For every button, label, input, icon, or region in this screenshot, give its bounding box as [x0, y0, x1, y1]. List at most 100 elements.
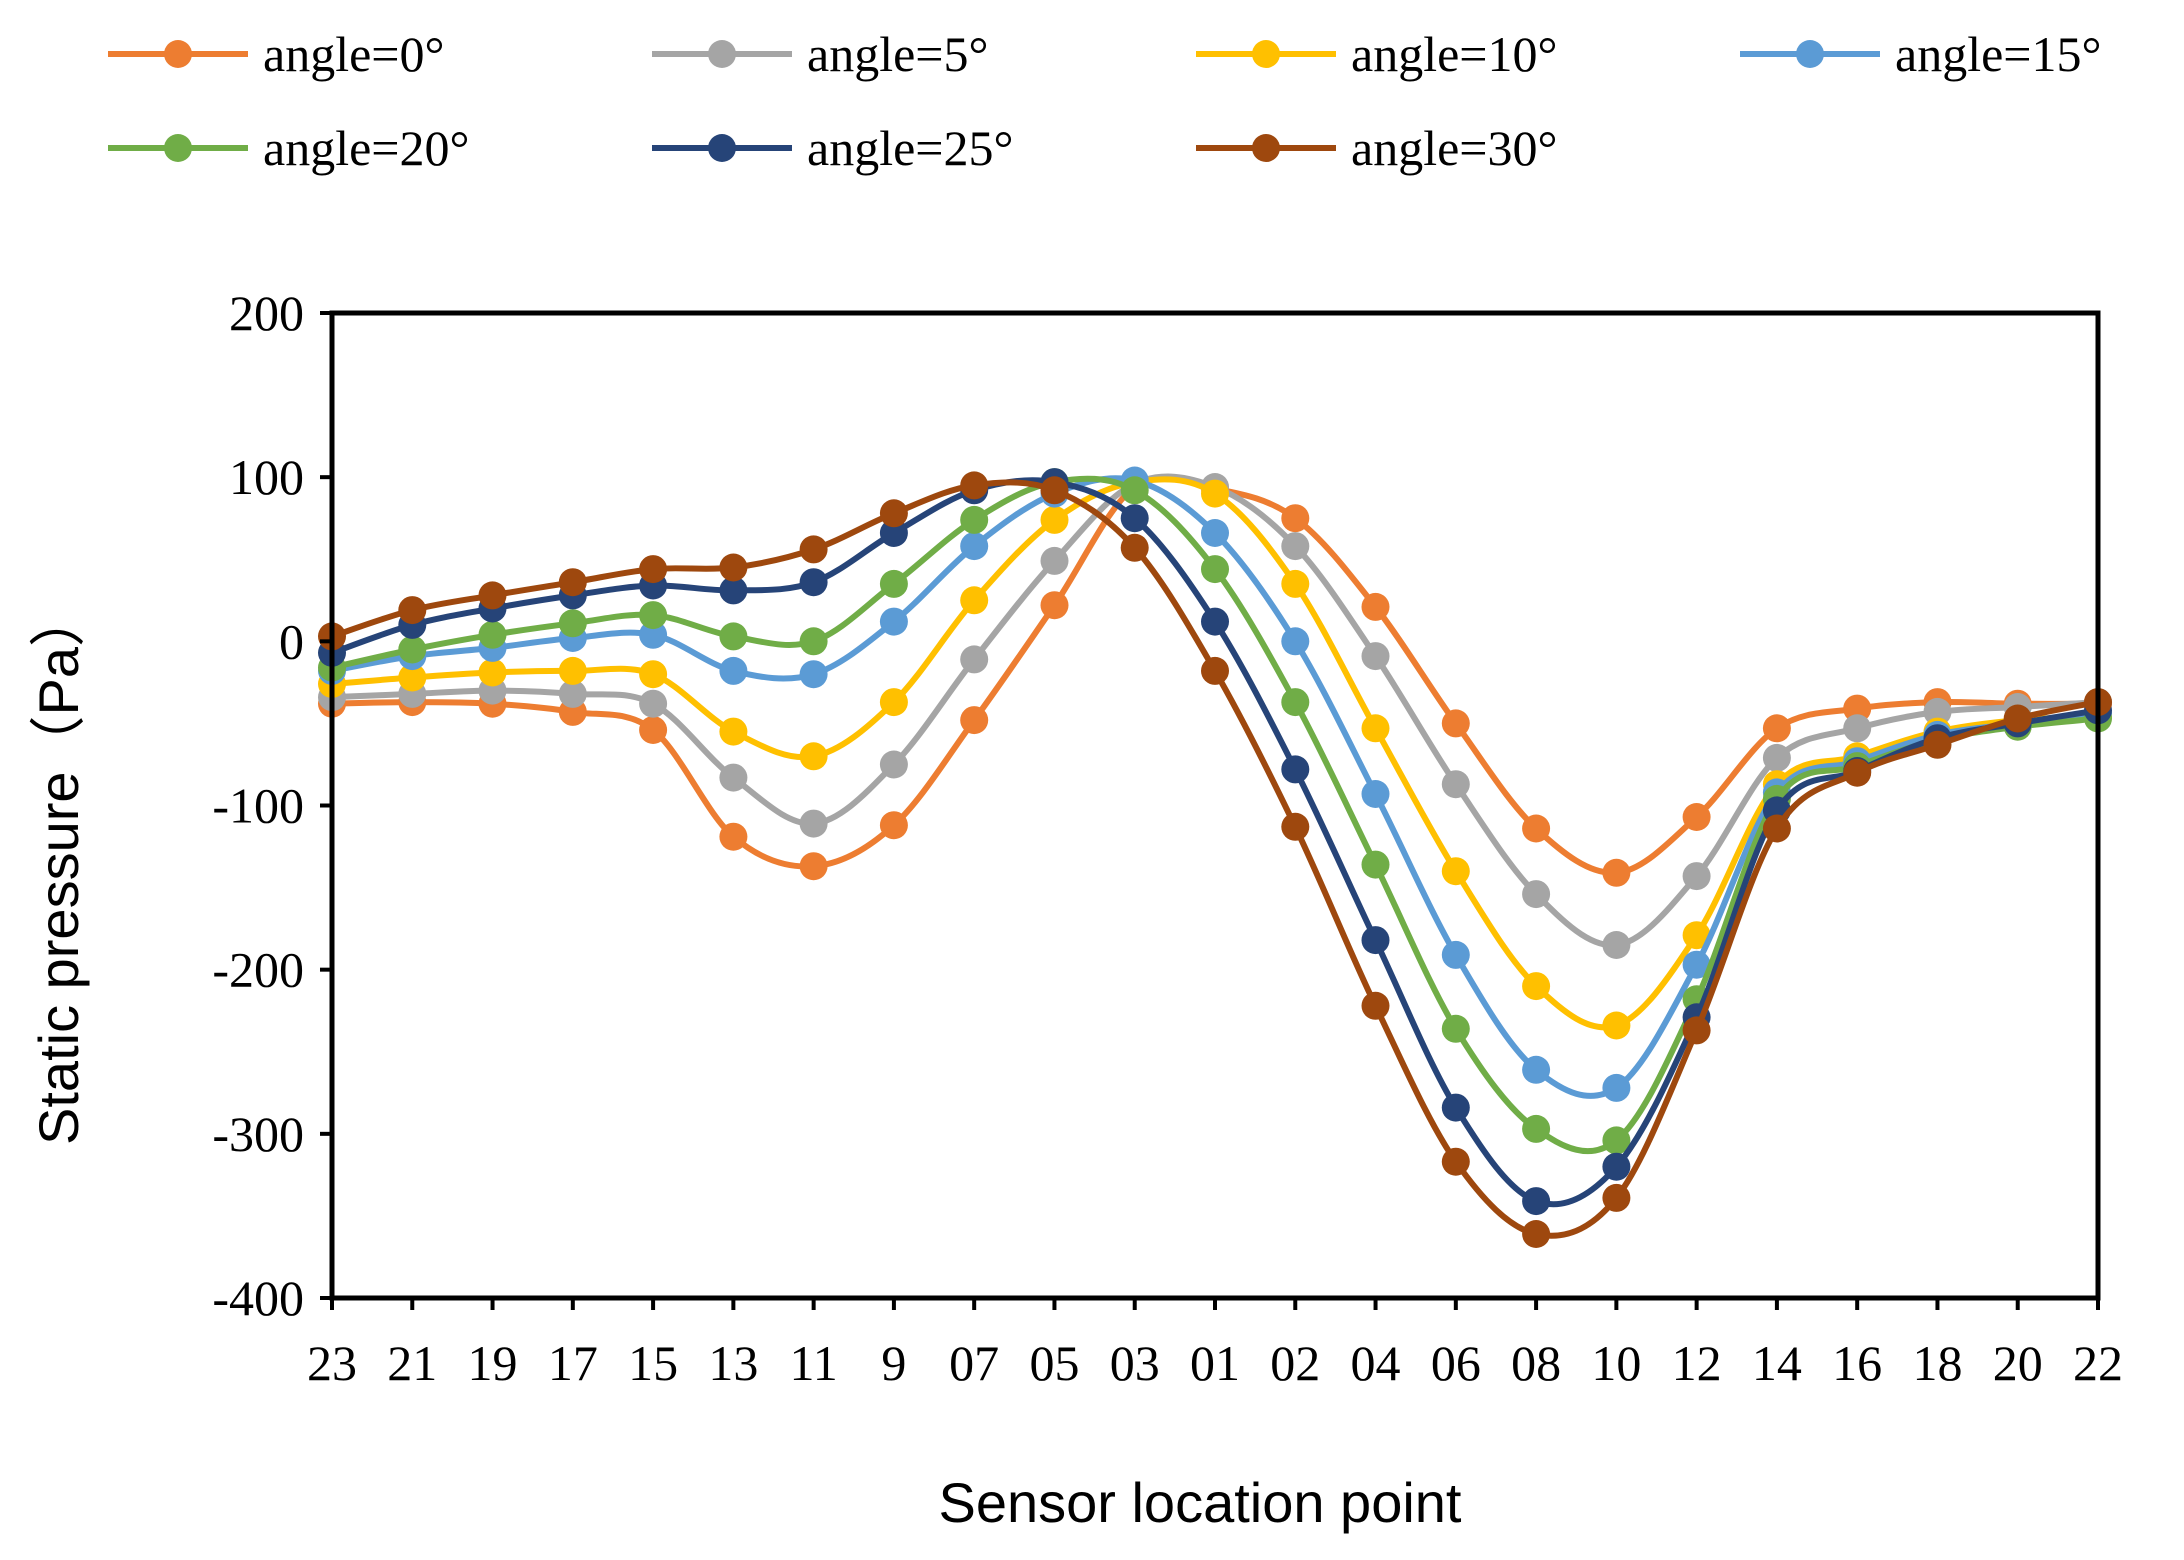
series-angle-4 — [318, 468, 2112, 1155]
data-point — [1522, 880, 1551, 909]
data-point — [558, 679, 587, 708]
legend-label: angle=5° — [807, 26, 988, 82]
data-point — [1361, 991, 1390, 1020]
legend-item: angle=10° — [1196, 26, 1557, 82]
x-tick-label: 18 — [1912, 1335, 1962, 1391]
x-tick-label: 03 — [1110, 1335, 1160, 1391]
data-point — [1120, 533, 1149, 562]
x-tick-label: 11 — [790, 1335, 838, 1391]
x-tick-label: 06 — [1431, 1335, 1481, 1391]
data-point — [1441, 709, 1470, 738]
data-point — [1843, 714, 1872, 743]
legend-item: angle=0° — [108, 26, 444, 82]
legend-item: angle=30° — [1196, 120, 1557, 176]
data-point — [398, 663, 427, 692]
data-point — [1441, 857, 1470, 886]
legend-item: angle=5° — [652, 26, 988, 82]
data-point — [1201, 519, 1229, 547]
data-point — [799, 660, 828, 689]
data-point — [1201, 656, 1229, 685]
data-point — [1762, 814, 1791, 843]
plot-frame — [329, 310, 2101, 1301]
data-point — [1201, 607, 1229, 636]
x-tick-label: 9 — [881, 1335, 906, 1391]
x-tick-label: 12 — [1672, 1335, 1722, 1391]
x-tick-label: 22 — [2073, 1335, 2123, 1391]
legend-label: angle=0° — [263, 26, 444, 82]
legend-swatch-marker — [708, 134, 736, 162]
data-point — [879, 811, 908, 840]
data-point — [799, 809, 828, 838]
data-point — [1522, 1220, 1551, 1248]
data-point — [1281, 755, 1310, 784]
data-point — [879, 750, 908, 779]
legend-item: angle=25° — [652, 120, 1013, 176]
y-tick-label: -200 — [212, 942, 304, 998]
x-axis-title: Sensor location point — [938, 1471, 1461, 1534]
data-point — [1602, 1183, 1631, 1212]
data-point — [1682, 950, 1711, 979]
y-tick-label: -300 — [212, 1106, 304, 1162]
data-point — [478, 620, 507, 649]
x-tick-label: 05 — [1029, 1335, 1079, 1391]
data-point — [879, 607, 908, 636]
legend-swatch-marker — [164, 134, 192, 162]
series-angle-2 — [318, 468, 2112, 1040]
data-point — [719, 576, 748, 605]
legend-label: angle=20° — [263, 120, 469, 176]
data-point — [1602, 931, 1631, 959]
data-point — [1441, 940, 1470, 969]
data-point — [1762, 743, 1791, 772]
data-point — [960, 532, 989, 561]
data-point — [1522, 1114, 1551, 1143]
data-point — [879, 519, 908, 547]
legend-label: angle=25° — [807, 120, 1013, 176]
data-point — [1522, 814, 1551, 843]
data-point — [1361, 926, 1390, 955]
data-point — [639, 555, 668, 584]
legend-item: angle=20° — [108, 120, 469, 176]
data-point — [960, 471, 989, 500]
data-point — [639, 620, 668, 649]
data-point — [960, 706, 989, 735]
series-line — [329, 477, 2101, 1208]
data-point — [719, 717, 748, 746]
data-point — [398, 635, 427, 664]
x-tick-label: 19 — [468, 1335, 518, 1391]
x-tick-label: 14 — [1752, 1335, 1802, 1391]
y-tick-label: -400 — [212, 1270, 304, 1326]
data-point — [1281, 569, 1310, 598]
data-point — [558, 609, 587, 638]
data-point — [879, 569, 908, 598]
data-point — [1281, 532, 1310, 561]
data-point — [478, 658, 507, 687]
data-point — [799, 742, 828, 771]
data-point — [719, 656, 748, 685]
data-point — [960, 586, 989, 615]
data-point — [1040, 546, 1069, 575]
data-point — [1682, 1016, 1711, 1045]
data-point — [1602, 858, 1631, 887]
data-point — [558, 656, 587, 685]
data-point — [1602, 1073, 1631, 1102]
data-point — [1281, 812, 1310, 841]
data-point — [1281, 627, 1310, 656]
data-point — [1923, 730, 1952, 759]
legend-label: angle=15° — [1895, 26, 2101, 82]
data-point — [1441, 770, 1470, 799]
data-point — [1441, 1147, 1470, 1176]
data-point — [719, 622, 748, 651]
data-point — [1120, 504, 1149, 533]
data-point — [1201, 555, 1229, 584]
data-point — [1602, 1126, 1631, 1155]
data-point — [639, 601, 668, 630]
x-tick-label: 01 — [1190, 1335, 1240, 1391]
data-point — [558, 568, 587, 597]
data-point — [719, 553, 748, 582]
data-point — [1843, 758, 1872, 787]
data-point — [1040, 591, 1069, 620]
data-point — [1361, 592, 1390, 621]
data-point — [1522, 1187, 1551, 1216]
y-axis-title: Static pressure（Pa） — [27, 591, 90, 1145]
